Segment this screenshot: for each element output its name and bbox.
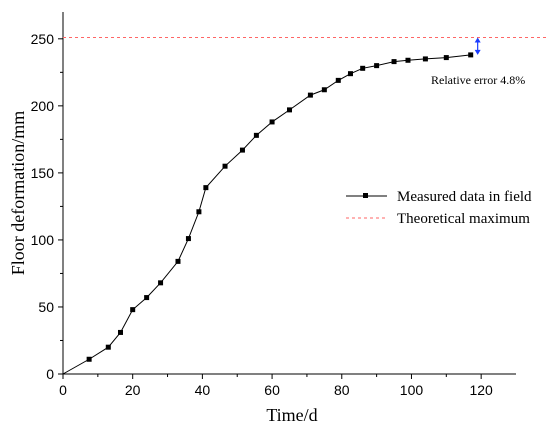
relative-error-annotation: Relative error 4.8% [431,73,525,87]
data-point [175,258,181,264]
data-point [307,92,313,98]
y-tick-label: 50 [38,299,54,315]
data-point [391,59,397,65]
relative-error-arrowhead-top [474,37,481,43]
data-point [203,185,209,191]
data-point [321,87,327,93]
data-point [468,52,474,58]
data-point [287,107,292,113]
legend-measured-marker-swatch [363,193,368,198]
data-point [443,55,449,61]
data-point [185,236,191,242]
data-point [86,356,92,362]
x-tick-label: 100 [400,382,424,398]
data-point [144,295,150,301]
data-point [239,147,245,153]
data-point [130,307,136,313]
legend: Measured data in field Theoretical maxim… [346,189,532,227]
x-axis-title: Time/d [266,405,317,425]
data-point [335,77,341,83]
data-point [196,209,202,215]
x-tick-label: 80 [334,382,350,398]
y-axis-ticks: 0 50 100 150 200 250 [31,31,63,382]
relative-error-arrowhead-bottom [474,49,481,55]
x-tick-label: 40 [195,382,211,398]
x-tick-label: 0 [59,382,67,398]
x-tick-label: 120 [469,382,493,398]
y-tick-label: 0 [46,366,54,382]
x-axis-ticks: 0 20 40 60 80 100 120 [59,374,493,398]
y-axis-title: Floor deformation/mm [8,111,28,275]
data-point [117,329,123,335]
data-point [374,63,380,69]
legend-theoretical-label: Theoretical maximum [397,211,530,227]
y-tick-label: 200 [31,98,55,114]
legend-measured-label: Measured data in field [397,189,532,205]
data-point [222,163,228,169]
y-tick-label: 150 [31,165,55,181]
data-point [360,65,366,71]
data-point [269,119,275,125]
data-point [105,344,111,350]
x-tick-label: 60 [264,382,280,398]
data-point [158,280,164,286]
data-point [253,132,259,138]
y-tick-label: 100 [31,232,55,248]
x-tick-label: 20 [125,382,141,398]
measured-data-points [86,52,474,362]
data-point [422,56,428,62]
y-tick-label: 250 [31,31,55,47]
data-point [347,71,353,77]
data-point [405,57,411,63]
